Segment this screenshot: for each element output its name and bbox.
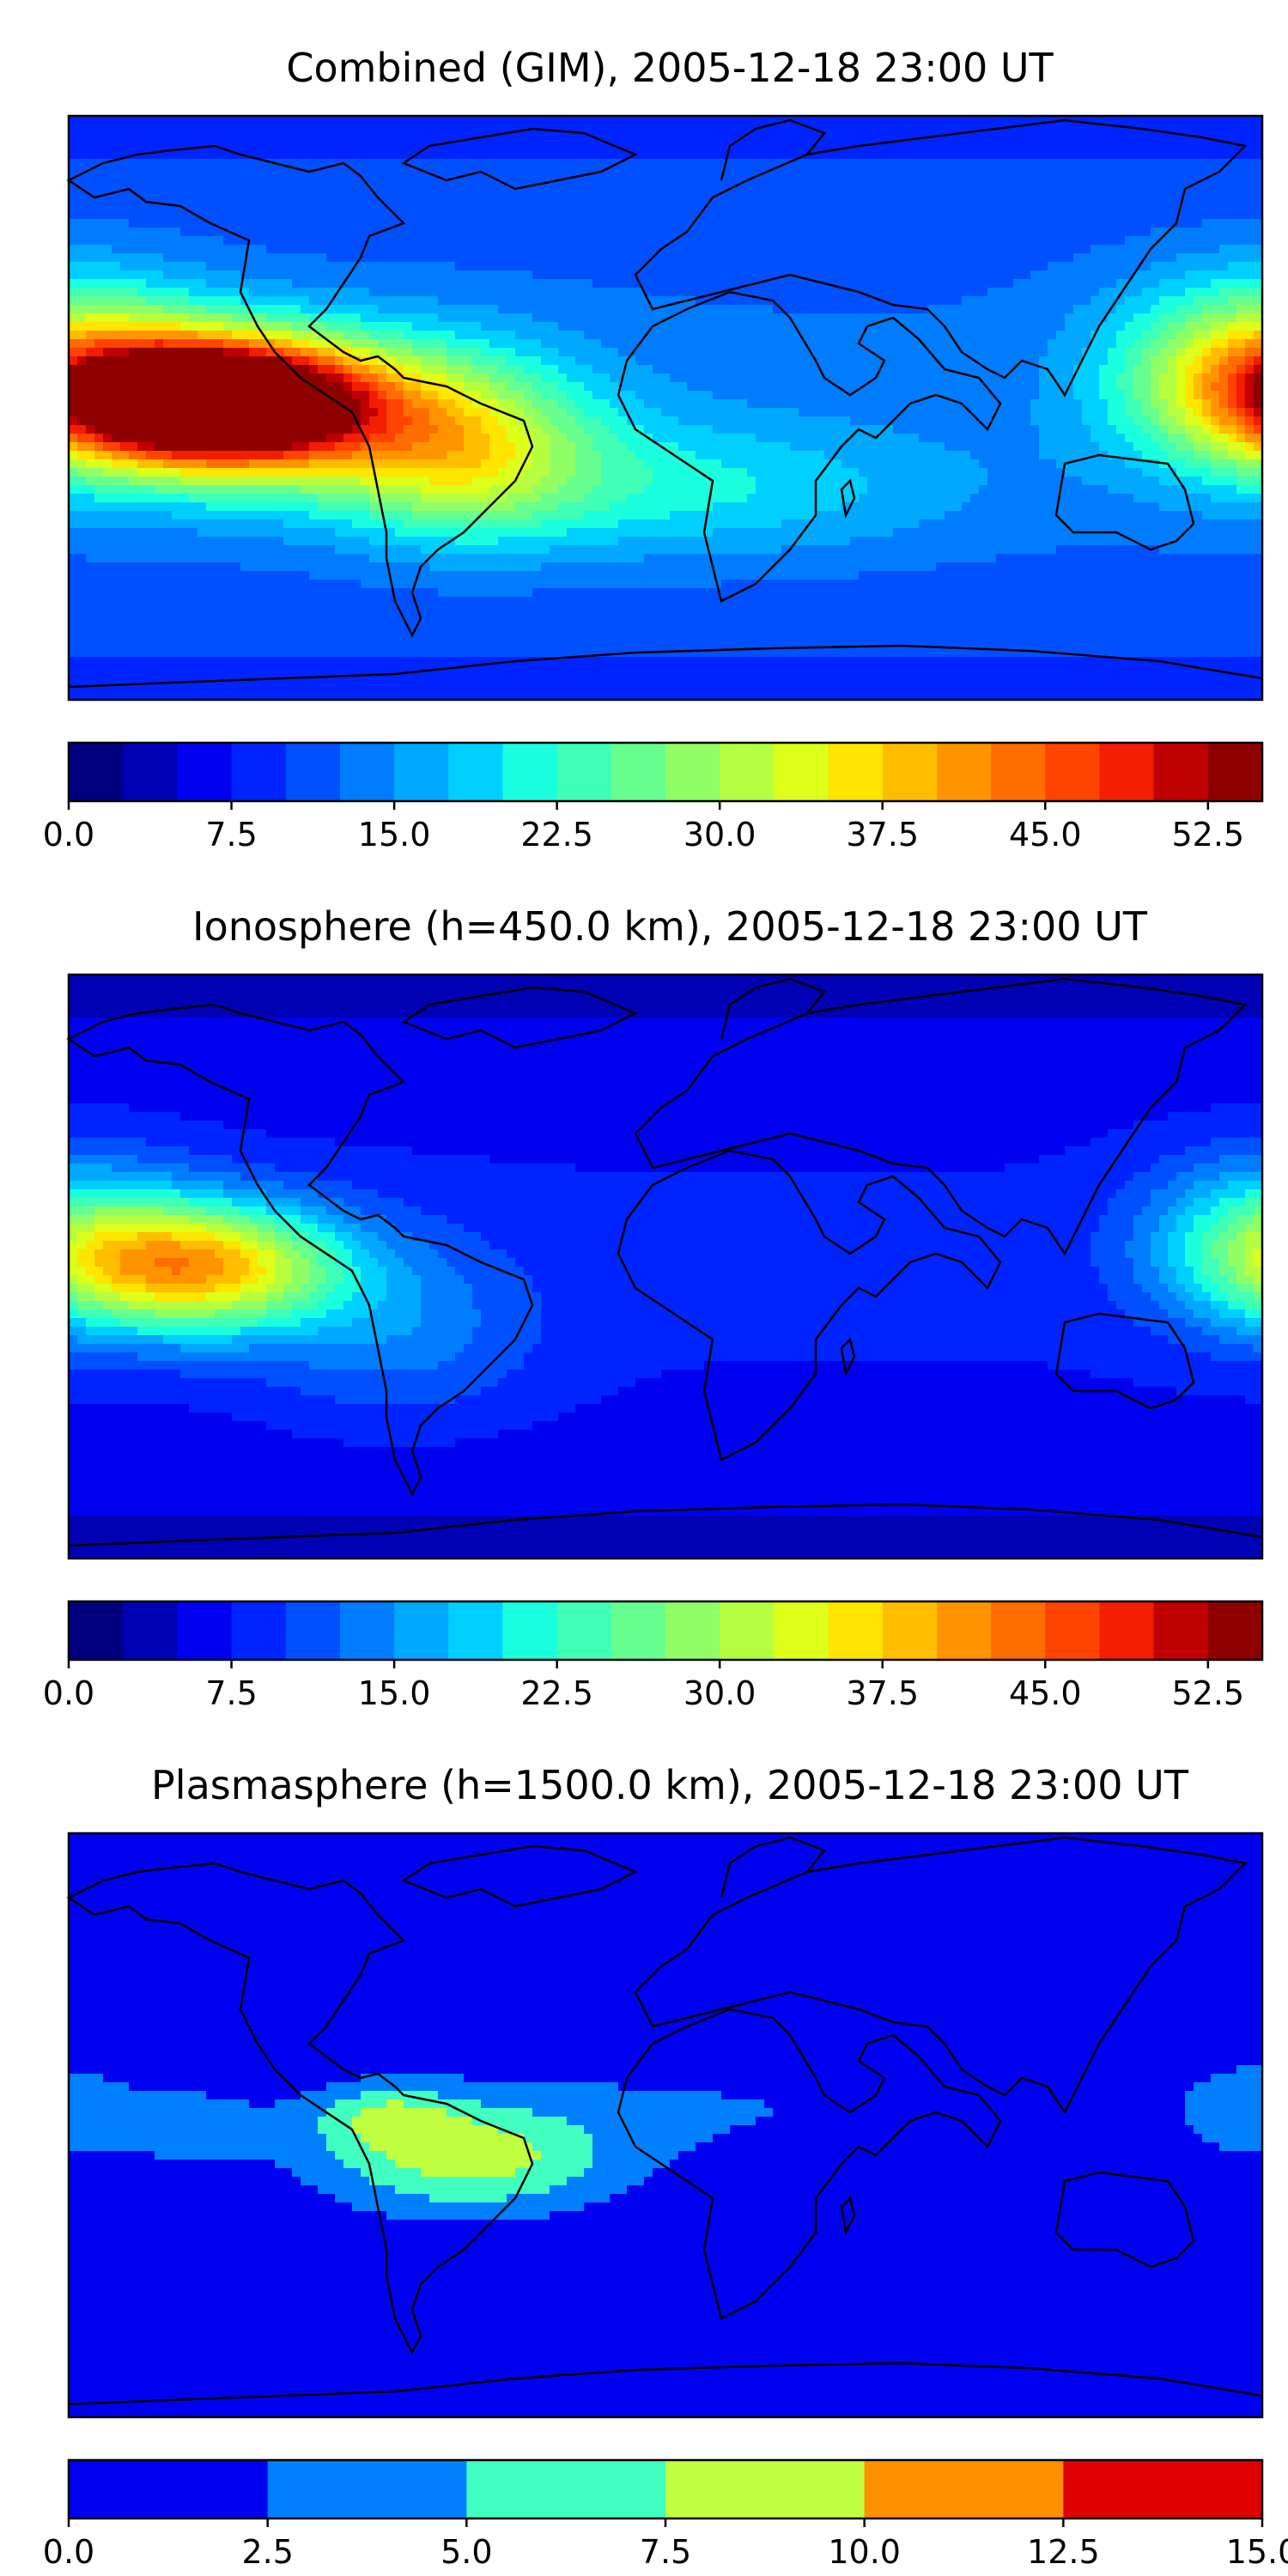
- colorbar-tick-label: 7.5: [205, 1674, 257, 1712]
- tec-field: [69, 1833, 1263, 2418]
- colorbar-swatch: [883, 743, 938, 801]
- colorbar-tick-label: 7.5: [205, 816, 257, 854]
- colorbar-tick-label: 52.5: [1172, 1674, 1245, 1712]
- colorbar-swatch: [394, 743, 449, 801]
- colorbar-swatch: [502, 743, 557, 801]
- colorbar-swatch: [69, 743, 124, 801]
- colorbar-swatch: [177, 1601, 232, 1660]
- colorbar-swatch: [1099, 743, 1154, 801]
- colorbar-swatch: [340, 743, 395, 801]
- colorbar-swatch: [883, 1601, 938, 1660]
- colorbar-tick-label: 0.0: [43, 816, 94, 854]
- colorbar-tick-label: 0.0: [43, 2533, 94, 2571]
- colorbar-swatch: [937, 743, 992, 801]
- colorbar-swatch: [1063, 2460, 1262, 2518]
- colorbar-tick-label: 2.5: [241, 2533, 293, 2571]
- colorbar-swatch: [466, 2460, 665, 2518]
- colorbar-tick-label: 22.5: [520, 1674, 593, 1712]
- colorbar-swatch: [774, 1601, 829, 1660]
- colorbar-tick-label: 37.5: [846, 1674, 919, 1712]
- colorbar-swatch: [1099, 1601, 1154, 1660]
- colorbar-swatch: [557, 1601, 612, 1660]
- tec-field: [69, 975, 1263, 1559]
- colorbar-tick-label: 22.5: [520, 816, 593, 854]
- colorbar-swatch: [557, 743, 612, 801]
- colorbar-tick-label: 37.5: [846, 816, 919, 854]
- colorbar-tick-label: 12.5: [1027, 2533, 1100, 2571]
- colorbar-swatch: [829, 1601, 884, 1660]
- colorbar-tick-label: 15.0: [358, 1674, 431, 1712]
- colorbar-swatch: [774, 743, 829, 801]
- colorbar-tick-label: 5.0: [440, 2533, 492, 2571]
- colorbar-swatch: [448, 1601, 503, 1660]
- colorbar: 0.0 2.5 5.0 7.5 10.0 12.5 15.0: [43, 2460, 1288, 2571]
- colorbar-swatch: [611, 743, 666, 801]
- colorbar-swatch: [865, 2460, 1064, 2518]
- tec-field: [69, 116, 1263, 701]
- colorbar-swatch: [720, 743, 775, 801]
- colorbar-swatch: [123, 743, 178, 801]
- colorbar-tick-label: 30.0: [683, 1674, 756, 1712]
- panel-title: Ionosphere (h=450.0 km), 2005-12-18 23:0…: [192, 903, 1148, 950]
- colorbar-swatch: [665, 2460, 865, 2518]
- colorbar-swatch: [502, 1601, 557, 1660]
- colorbar-tick-label: 0.0: [43, 1674, 94, 1712]
- panel-title: Combined (GIM), 2005-12-18 23:00 UT: [286, 45, 1054, 91]
- colorbar-tick-label: 52.5: [1172, 816, 1245, 854]
- colorbar-swatch: [665, 1601, 720, 1660]
- colorbar-tick-label: 15.0: [358, 816, 431, 854]
- colorbar-swatch: [232, 743, 287, 801]
- panel-3: Plasmasphere (h=1500.0 km), 2005-12-18 2…: [43, 1762, 1288, 2571]
- colorbar-swatch: [177, 743, 232, 801]
- colorbar-swatch: [1154, 743, 1209, 801]
- colorbar-swatch: [69, 1601, 124, 1660]
- colorbar-swatch: [937, 1601, 992, 1660]
- colorbar-tick-label: 30.0: [683, 816, 756, 854]
- colorbar-swatch: [1208, 743, 1263, 801]
- colorbar-swatch: [448, 743, 503, 801]
- colorbar-swatch: [1208, 1601, 1263, 1660]
- colorbar: 0.0 7.5 15.0 22.5 30.0 37.5 45.0 52.5: [43, 743, 1263, 854]
- colorbar-swatch: [286, 743, 341, 801]
- colorbar-tick-label: 7.5: [640, 2533, 691, 2571]
- colorbar-swatch: [991, 1601, 1046, 1660]
- panel-1: Combined (GIM), 2005-12-18 23:00 UT 0.0 7.…: [43, 45, 1263, 854]
- colorbar-swatch: [665, 743, 720, 801]
- colorbar-swatch: [1045, 1601, 1100, 1660]
- colorbar-swatch: [1045, 743, 1100, 801]
- colorbar-swatch: [69, 2460, 268, 2518]
- colorbar-tick-label: 45.0: [1009, 1674, 1082, 1712]
- colorbar-swatch: [232, 1601, 287, 1660]
- colorbar-tick-label: 45.0: [1009, 816, 1082, 854]
- colorbar-swatch: [991, 743, 1046, 801]
- panel-title: Plasmasphere (h=1500.0 km), 2005-12-18 2…: [151, 1762, 1189, 1808]
- colorbar-swatch: [829, 743, 884, 801]
- colorbar-tick-label: 10.0: [828, 2533, 901, 2571]
- colorbar-swatch: [394, 1601, 449, 1660]
- colorbar-swatch: [268, 2460, 467, 2518]
- colorbar-swatch: [1154, 1601, 1209, 1660]
- colorbar-swatch: [123, 1601, 178, 1660]
- panel-2: Ionosphere (h=450.0 km), 2005-12-18 23:0…: [43, 903, 1263, 1712]
- colorbar: 0.0 7.5 15.0 22.5 30.0 37.5 45.0 52.5: [43, 1601, 1263, 1712]
- colorbar-swatch: [611, 1601, 666, 1660]
- colorbar-swatch: [720, 1601, 775, 1660]
- colorbar-swatch: [340, 1601, 395, 1660]
- colorbar-swatch: [286, 1601, 341, 1660]
- colorbar-tick-label: 15.0: [1226, 2533, 1288, 2571]
